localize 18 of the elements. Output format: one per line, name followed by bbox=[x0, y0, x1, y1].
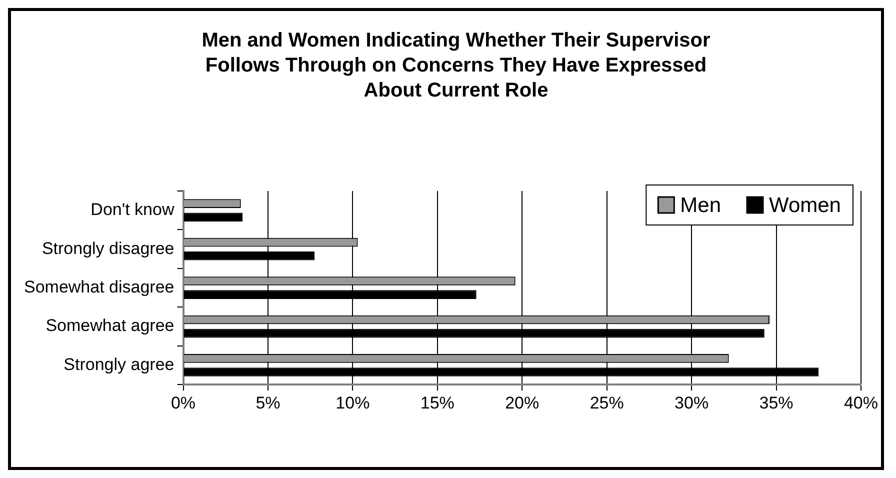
x-tick-label: 40% bbox=[844, 393, 878, 412]
x-tick-label: 25% bbox=[590, 393, 624, 412]
y-tick-label: Somewhat agree bbox=[46, 316, 174, 336]
x-tick-label: 15% bbox=[420, 393, 454, 412]
x-tick-label: 0% bbox=[170, 393, 196, 412]
x-tick-label: 10% bbox=[336, 393, 370, 412]
x-tick-label: 30% bbox=[674, 393, 709, 412]
y-tick-label: Strongly disagree bbox=[42, 238, 174, 258]
bar bbox=[184, 212, 243, 222]
x-tick-label: 20% bbox=[505, 393, 540, 412]
y-tick-label: Don't know bbox=[90, 200, 175, 220]
chart-title: Men and Women Indicating Whether Their Supervisor Follows Through on Concerns They Have Expressed About Current Role bbox=[202, 30, 710, 102]
legend-label: Women bbox=[769, 194, 841, 217]
x-tick-label: 35% bbox=[759, 393, 794, 412]
y-tick-label: Somewhat disagree bbox=[24, 277, 174, 296]
legend-label: Men bbox=[680, 194, 722, 217]
x-tick-label: 5% bbox=[256, 393, 280, 412]
y-tick-label: Strongly agree bbox=[64, 354, 174, 374]
